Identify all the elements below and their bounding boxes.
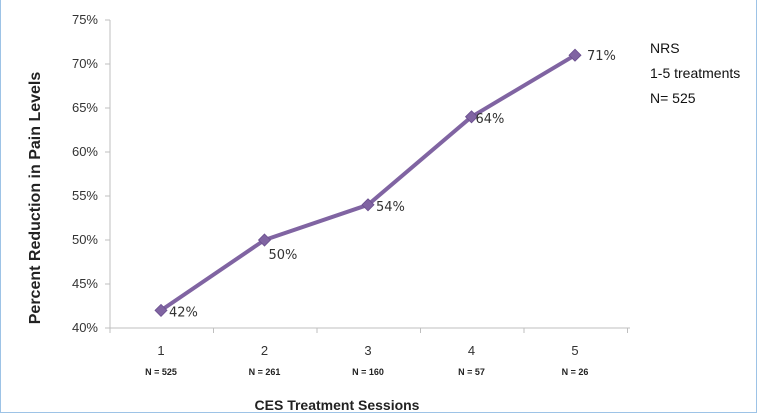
x-tick-label: 5 — [571, 343, 578, 358]
y-tick-label: 40% — [72, 320, 98, 335]
y-tick-label: 60% — [72, 144, 98, 159]
annotation-line-scale: NRS — [650, 40, 680, 56]
annotation-line-treatments: 1-5 treatments — [650, 65, 741, 81]
data-label: 64% — [476, 112, 505, 127]
x-axis-label: CES Treatment Sessions — [255, 397, 420, 413]
x-tick-label: 3 — [364, 343, 371, 358]
data-point-marker — [154, 303, 168, 317]
x-tick-label: 1 — [157, 343, 164, 358]
x-tick-label: 2 — [261, 343, 268, 358]
x-sample-size-label: N = 261 — [249, 367, 281, 377]
data-point-marker — [568, 48, 582, 62]
y-tick-label: 65% — [72, 100, 98, 115]
annotation-box: NRS 1-5 treatments N= 525 — [650, 36, 740, 111]
x-sample-size-label: N = 160 — [352, 367, 384, 377]
data-label: 50% — [269, 248, 298, 263]
annotation-line-n: N= 525 — [650, 90, 696, 106]
data-point-marker — [361, 198, 375, 212]
y-axis-label: Percent Reduction in Pain Levels — [27, 72, 44, 325]
y-tick-label: 45% — [72, 276, 98, 291]
x-sample-size-label: N = 26 — [562, 367, 589, 377]
y-tick-label: 50% — [72, 232, 98, 247]
y-tick-label: 70% — [72, 56, 98, 71]
x-tick-label: 4 — [468, 343, 475, 358]
data-point-marker — [464, 110, 479, 124]
series-line — [159, 53, 577, 313]
y-tick-label: 75% — [72, 12, 98, 27]
data-label: 54% — [376, 200, 405, 215]
data-label: 42% — [169, 305, 198, 320]
data-label: 71% — [587, 49, 616, 64]
x-sample-size-label: N = 525 — [145, 367, 177, 377]
x-sample-size-label: N = 57 — [458, 367, 485, 377]
y-tick-label: 55% — [72, 188, 98, 203]
data-point-marker — [257, 233, 272, 247]
